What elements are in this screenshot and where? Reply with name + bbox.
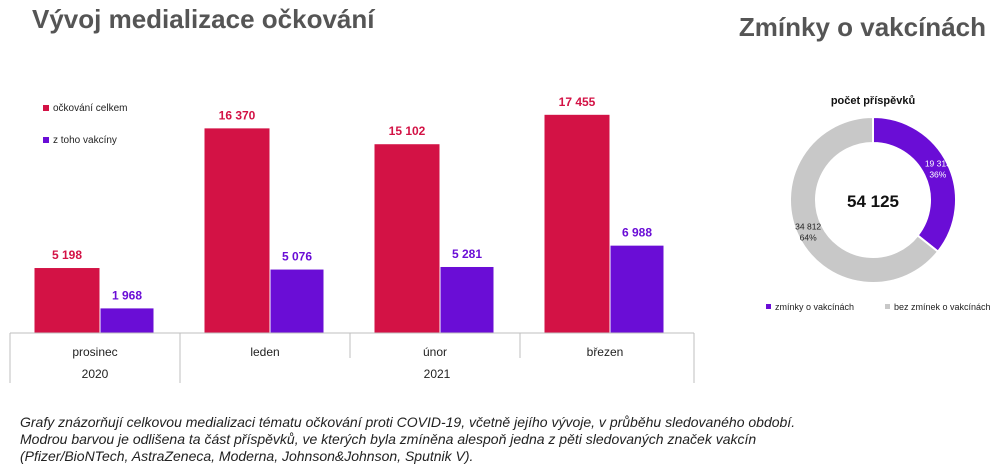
data-label: 5 076 [282, 250, 312, 264]
legend-label: očkování celkem [53, 103, 127, 114]
donut-legend-swatch [885, 304, 890, 309]
x-tick-label: únor [423, 345, 447, 359]
data-label: 17 455 [559, 95, 596, 109]
data-label: 6 988 [622, 226, 652, 240]
bar-total-2 [374, 144, 440, 333]
donut-chart-section-title: Zmínky o vakcínách [738, 12, 986, 42]
slice-value-label: 34 812 [795, 221, 821, 231]
bar-chart: 5 198 16 370 15 102 17 455 1 968 5 076 5 281 6 … [9, 95, 695, 383]
bar-vaccine-2 [440, 266, 494, 333]
donut-legend-label: bez zmínek o vakcínách [894, 302, 991, 312]
slice-percent-label: 64% [800, 232, 817, 242]
chart-caption: Grafy znázorňují celkovou medializaci té… [20, 414, 796, 464]
legend-swatch [43, 105, 49, 111]
legend-swatch [43, 137, 49, 143]
bar-chart-title: Vývoj medializace očkování [32, 4, 375, 34]
data-label: 15 102 [389, 124, 426, 138]
bar-vaccine-0 [100, 308, 154, 333]
x-tick-label: leden [250, 345, 279, 359]
data-label: 5 198 [52, 248, 82, 262]
legend-label: z toho vakcíny [53, 135, 117, 146]
bar-vaccine-1 [270, 269, 324, 333]
bar-vaccine-3 [610, 245, 664, 333]
data-label: 1 968 [112, 288, 142, 302]
donut-slice-1 [789, 115, 940, 284]
bar-total-0 [34, 268, 100, 333]
donut-legend-swatch [766, 304, 771, 309]
bar-total-3 [544, 114, 610, 333]
donut-chart-title: počet příspěvků [831, 95, 915, 107]
x-tick-label: prosinec [72, 345, 117, 359]
donut-legend-label: zmínky o vakcínách [775, 302, 854, 312]
data-label: 16 370 [219, 108, 256, 122]
x-tick-label: březen [587, 345, 624, 359]
donut-slice-0 [872, 115, 957, 254]
x-group-label: 2020 [82, 367, 109, 381]
slice-value-label: 19 313 [925, 159, 951, 169]
bar-total-1 [204, 128, 270, 333]
x-group-label: 2021 [424, 367, 451, 381]
data-label: 5 281 [452, 247, 482, 261]
slice-percent-label: 36% [929, 170, 946, 180]
donut-center-label: 54 125 [847, 192, 899, 211]
